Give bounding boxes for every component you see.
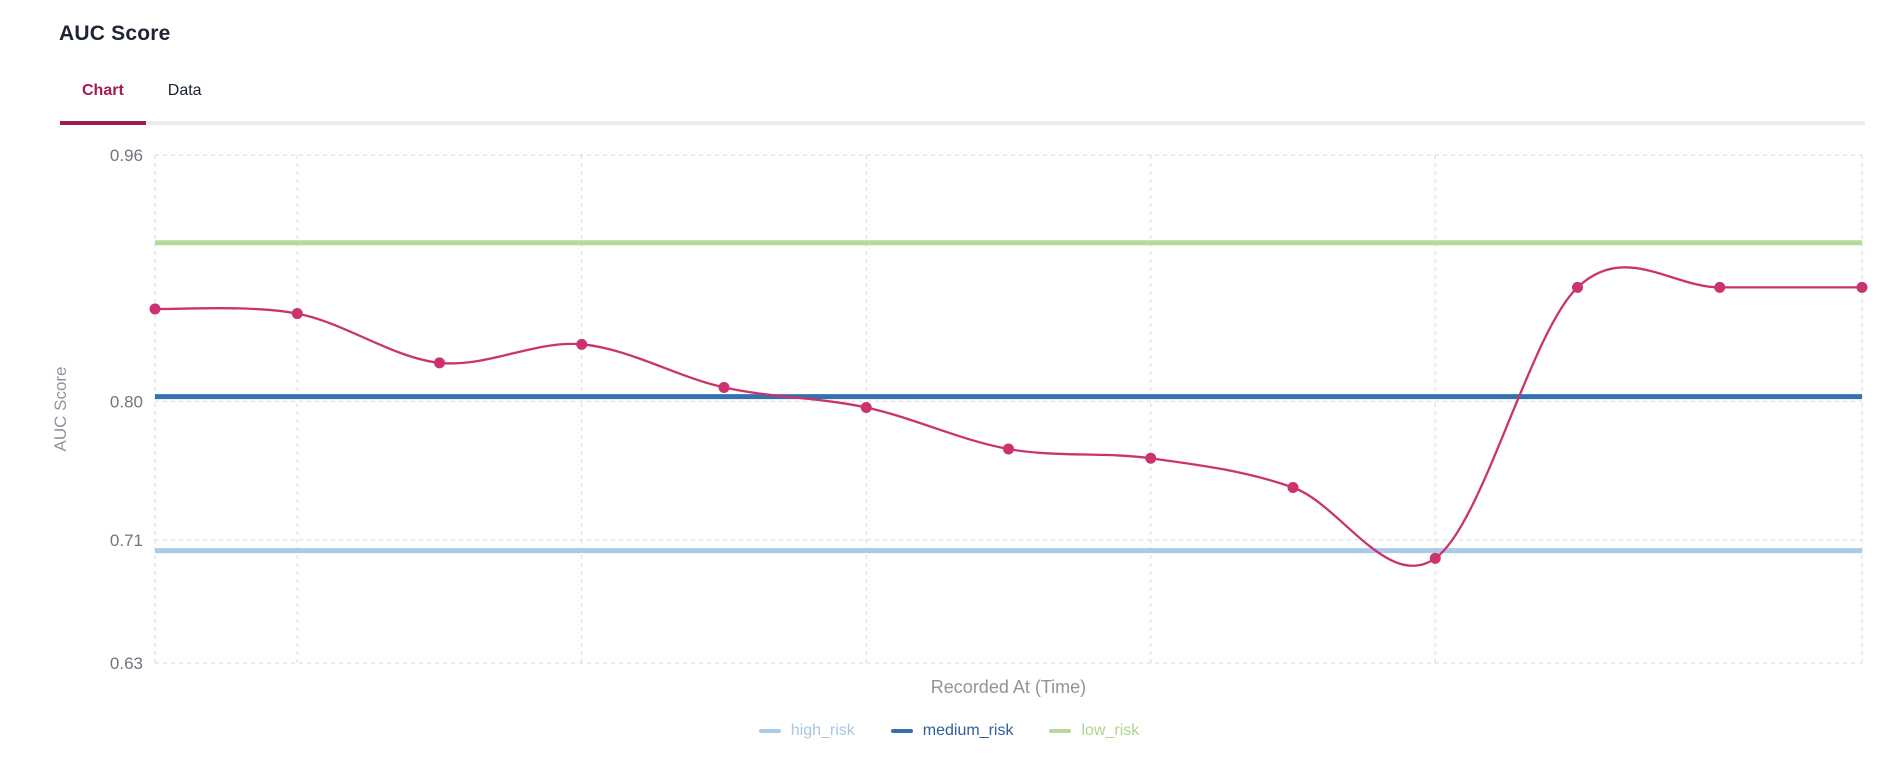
tab-bar: Chart Data <box>60 74 224 125</box>
legend-item-medium-risk[interactable]: medium_risk <box>890 722 1014 740</box>
auc-series-point[interactable] <box>1003 443 1014 455</box>
legend-label: medium_risk <box>922 722 1014 739</box>
tab-bar-divider <box>60 121 1865 125</box>
legend-item-high-risk[interactable]: high_risk <box>758 722 855 740</box>
y-tick-label: 0.63 <box>110 654 143 673</box>
page-title: AUC Score <box>59 22 171 45</box>
legend-swatch <box>758 729 781 733</box>
auc-series-point[interactable] <box>860 401 872 413</box>
auc-series-point[interactable] <box>718 381 730 393</box>
auc-series-point[interactable] <box>1714 281 1726 293</box>
legend-label: low_risk <box>1081 722 1140 739</box>
auc-series-point[interactable] <box>1145 452 1157 464</box>
tab-data[interactable]: Data <box>167 82 202 99</box>
chart-legend: high_risk medium_risk low_risk <box>0 722 1898 740</box>
y-tick-label: 0.71 <box>110 531 143 550</box>
auc-series-point[interactable] <box>1572 281 1583 293</box>
auc-line-chart: 0.96 0.80 0.71 0.63 AUC Score Recorded At (Ti… <box>51 146 1868 697</box>
x-axis-title: Recorded At (Time) <box>931 677 1086 697</box>
auc-series-point[interactable] <box>576 338 588 350</box>
legend-item-low-risk[interactable]: low_risk <box>1049 722 1139 740</box>
auc-series-point[interactable] <box>1856 281 1868 293</box>
auc-series-point[interactable] <box>1287 482 1299 494</box>
legend-swatch <box>890 729 913 733</box>
auc-series-point[interactable] <box>149 303 161 315</box>
auc-series-point[interactable] <box>291 308 303 320</box>
gridlines <box>154 154 1863 664</box>
y-tick-label: 0.80 <box>110 392 143 411</box>
auc-series-point[interactable] <box>434 357 445 369</box>
tab-chart[interactable]: Chart <box>60 74 146 125</box>
auc-series-line <box>154 266 1862 567</box>
y-tick-label: 0.96 <box>110 146 143 165</box>
legend-swatch <box>1049 729 1072 733</box>
y-axis-title: AUC Score <box>51 366 70 451</box>
auc-series-point[interactable] <box>1429 552 1441 564</box>
legend-label: high_risk <box>790 722 855 739</box>
